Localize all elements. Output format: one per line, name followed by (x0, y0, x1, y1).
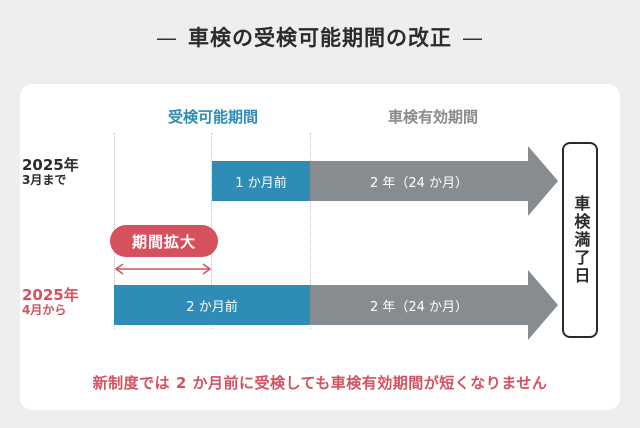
guide-line-start (310, 133, 311, 329)
inspection-expiry-box: 車検満了日 (562, 142, 598, 338)
row-new-validity-arrow: 2 年（24 か月） (310, 270, 558, 340)
row-old-validity-label: 2 年（24 か月） (369, 175, 469, 191)
period-extended-badge: 期間拡大 (110, 225, 218, 257)
expand-arrow-icon (114, 263, 212, 275)
diagram-card (20, 84, 620, 410)
row-old-inspection-bar: 1 か月前 (212, 161, 310, 201)
row-new-inspection-label: 2 か月前 (186, 299, 238, 315)
header-validity-period: 車検有効期間 (387, 108, 478, 126)
title-text: 車検の受検可能期間の改正 (188, 26, 452, 50)
page-title: — 車検の受検可能期間の改正 — (0, 22, 640, 52)
header-inspection-window: 受検可能期間 (167, 108, 258, 126)
footer-note: 新制度では 2 か月前に受検しても車検有効期間が短くなりません (92, 374, 548, 392)
row-old-validity-arrow: 2 年（24 か月） (310, 146, 558, 216)
row-old-inspection-label: 1 か月前 (235, 175, 287, 191)
row-old-label: 2025年 3月まで (22, 156, 79, 188)
row-new-year: 2025年 (22, 286, 79, 304)
row-new-validity-label: 2 年（24 か月） (369, 299, 469, 315)
row-new-inspection-bar: 2 か月前 (114, 285, 310, 325)
row-old-year: 2025年 (22, 156, 79, 174)
row-old-until: 3月まで (22, 173, 67, 188)
title-dash-left: — (156, 26, 178, 50)
row-new-label: 2025年 4月から (22, 286, 79, 318)
row-new-from: 4月から (22, 303, 67, 318)
title-dash-right: — (462, 26, 484, 50)
